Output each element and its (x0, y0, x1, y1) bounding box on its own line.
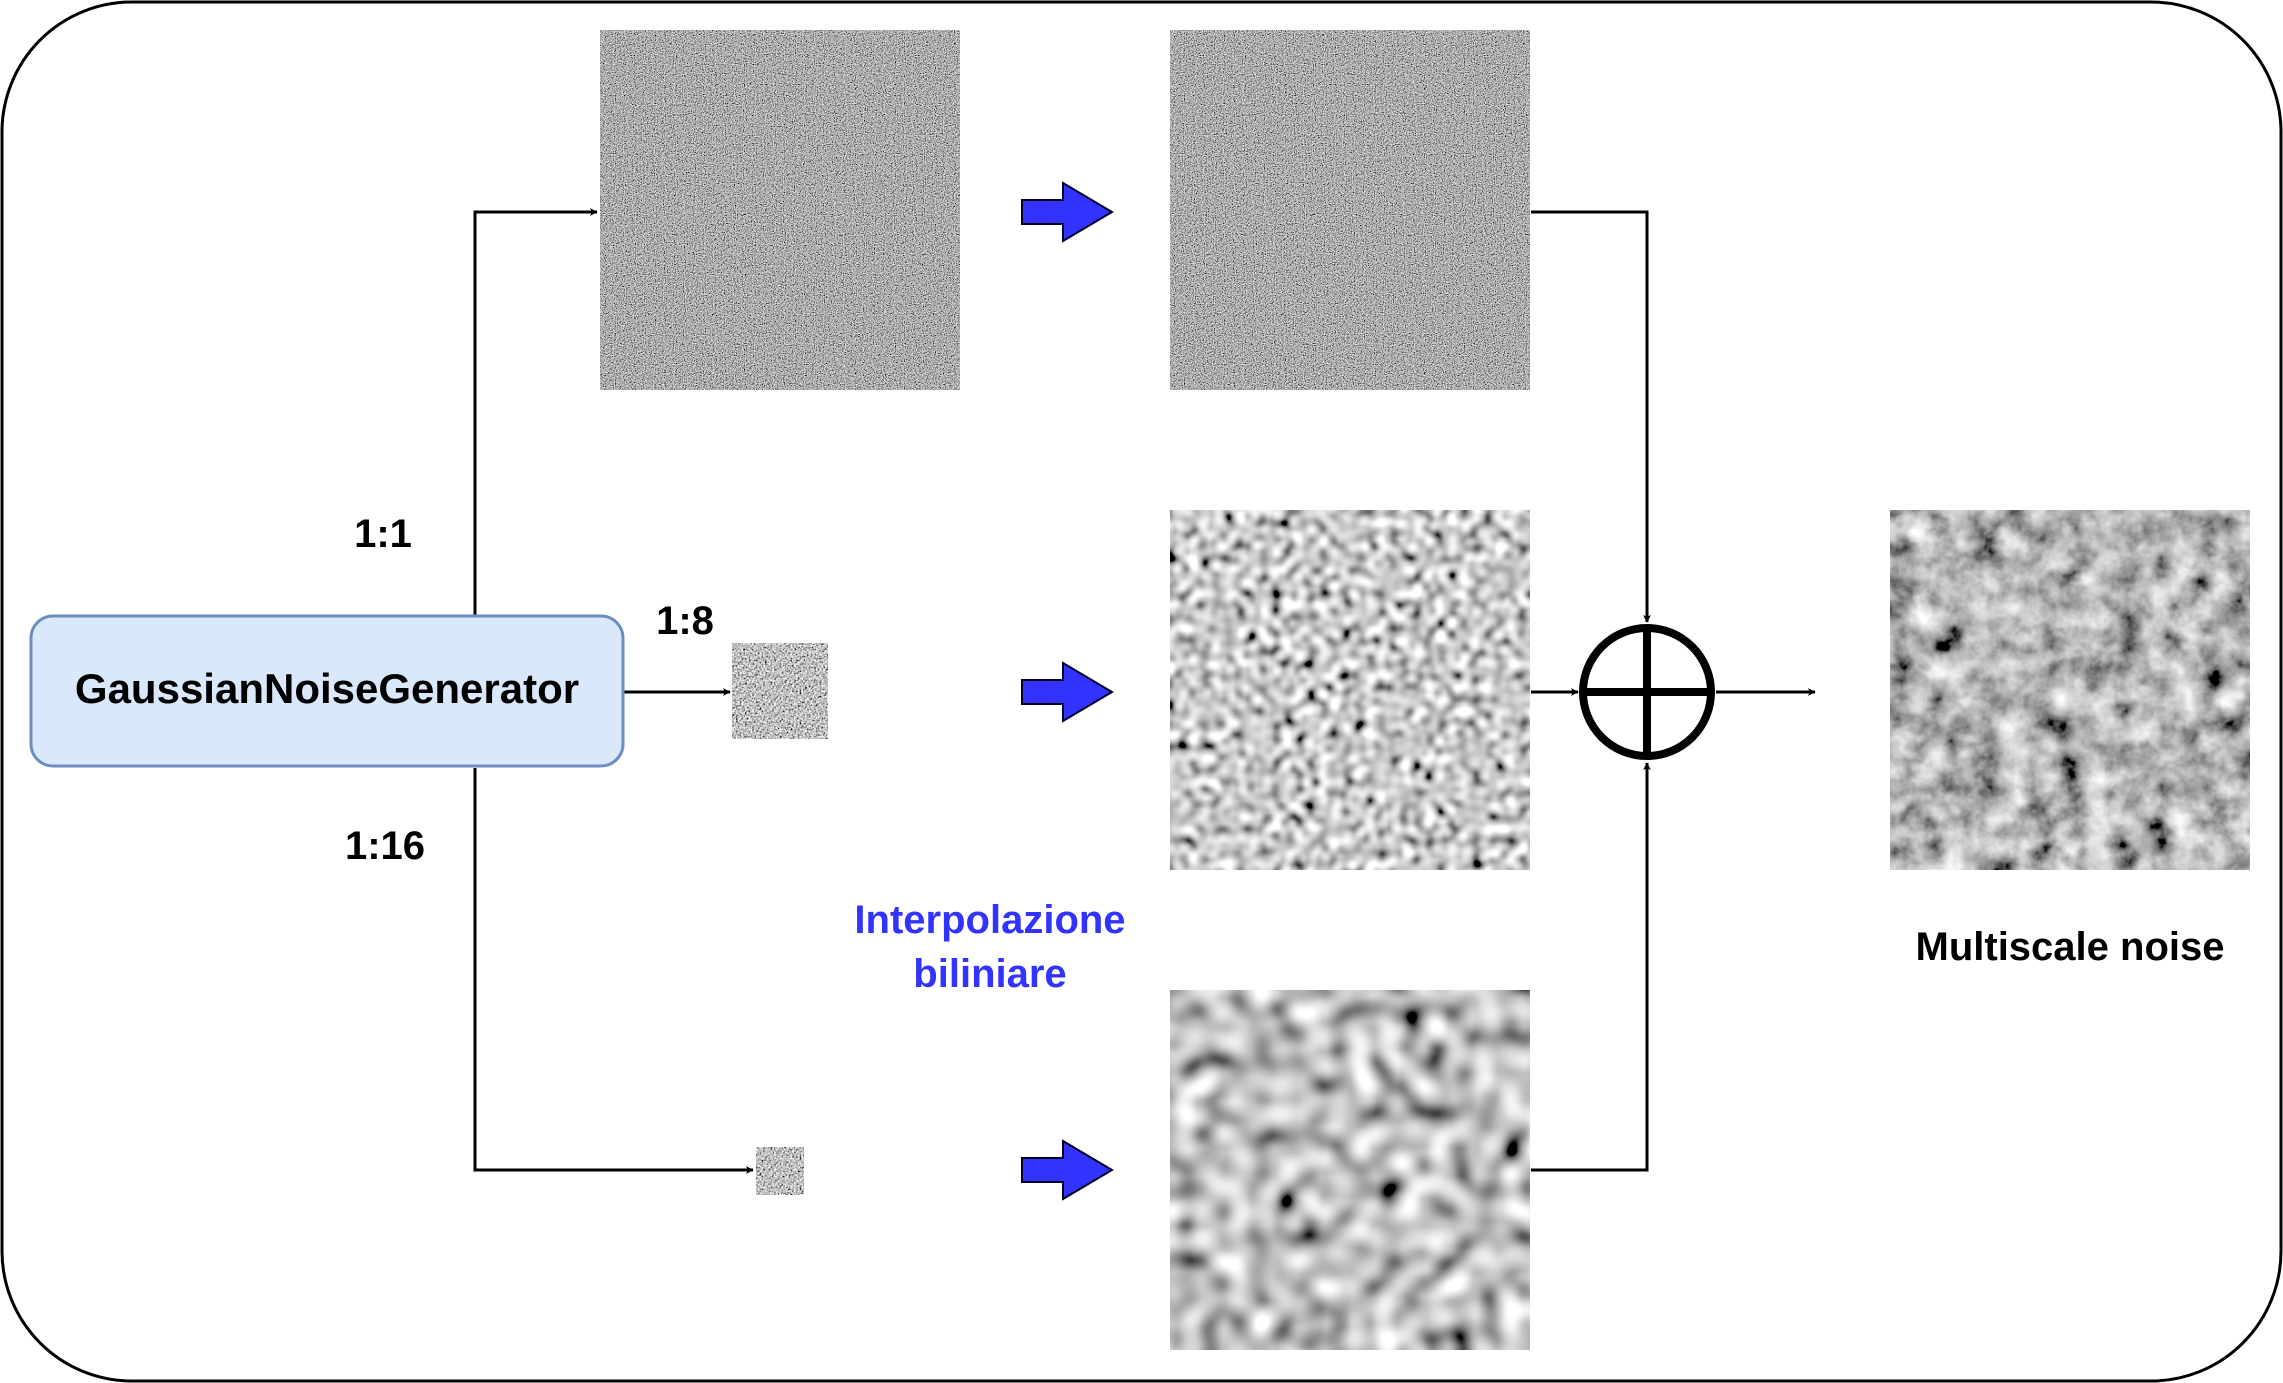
output-label: Multiscale noise (1916, 925, 2225, 969)
connector-top-to-sum (1531, 210, 1651, 623)
interpolation-label-line1: Interpolazione (854, 898, 1125, 942)
connector-full-scale (473, 208, 598, 615)
block-arrow-right-icon (1021, 1139, 1114, 1201)
generator-label: GaussianNoiseGenerator (75, 665, 579, 712)
noise-thumbnail-sixteenth (756, 1147, 804, 1195)
interpolation-arrows (1021, 181, 1114, 1201)
connector-bottom-to-sum (1531, 762, 1651, 1172)
circled-plus-icon (1579, 624, 1715, 760)
interpolation-label-line2: biliniare (913, 952, 1066, 996)
scale-label-full: 1:1 (354, 512, 412, 556)
gaussian-noise-generator: GaussianNoiseGenerator (29, 614, 625, 768)
noise-image-full-scale (600, 30, 960, 390)
connector-sixteenth-scale (473, 768, 754, 1174)
connectors (473, 208, 1816, 1174)
block-arrow-right-icon (1021, 661, 1114, 723)
scale-label-eighth: 1:8 (656, 599, 714, 643)
noise-image-full-scale-out (1170, 30, 1530, 390)
noise-image-eighth-upsampled (1170, 510, 1530, 870)
block-arrow-right-icon (1021, 181, 1114, 243)
multiscale-noise-image (1890, 510, 2250, 870)
noise-thumbnail-eighth (732, 643, 828, 739)
noise-image-sixteenth-upsampled (1170, 990, 1530, 1350)
generator-box (29, 614, 625, 768)
scale-label-sixteenth: 1:16 (345, 824, 425, 868)
